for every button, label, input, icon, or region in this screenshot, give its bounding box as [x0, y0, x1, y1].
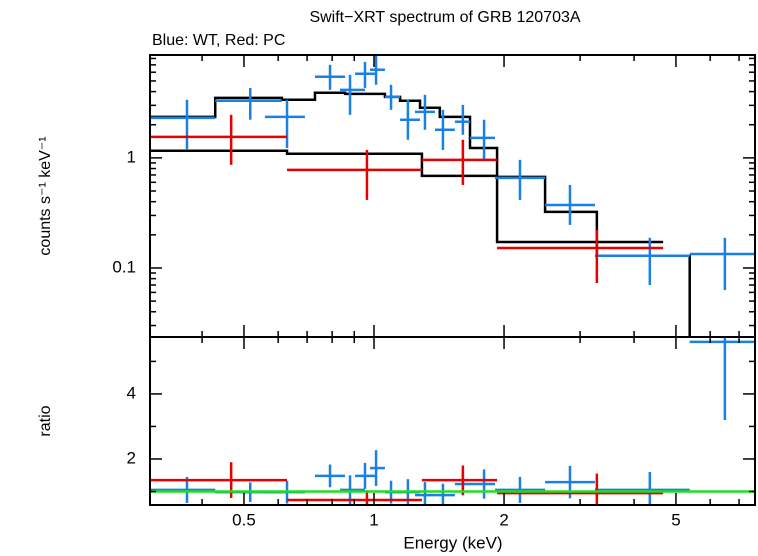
- y-tick-label: 4: [127, 383, 136, 402]
- y-axis-label: counts s⁻¹ keV⁻¹: [37, 136, 54, 255]
- plot-area: [150, 337, 755, 505]
- y-axis-label: ratio: [37, 405, 54, 436]
- plot-area: [150, 55, 755, 337]
- x-tick-label: 0.5: [232, 510, 256, 529]
- x-tick-label: 5: [671, 510, 680, 529]
- x-tick-label: 2: [499, 510, 508, 529]
- x-axis-label: Energy (keV): [403, 533, 502, 552]
- plot-frame: [149, 336, 756, 506]
- y-tick-label: 0.1: [112, 257, 136, 276]
- model-step: [150, 149, 664, 244]
- chart-title: Swift−XRT spectrum of GRB 120703A: [309, 9, 580, 26]
- chart-subtitle: Blue: WT, Red: PC: [152, 32, 285, 49]
- y-tick-label: 2: [127, 448, 136, 467]
- x-tick-label: 1: [369, 510, 378, 529]
- model-step: [150, 91, 691, 337]
- y-tick-label: 1: [127, 147, 136, 166]
